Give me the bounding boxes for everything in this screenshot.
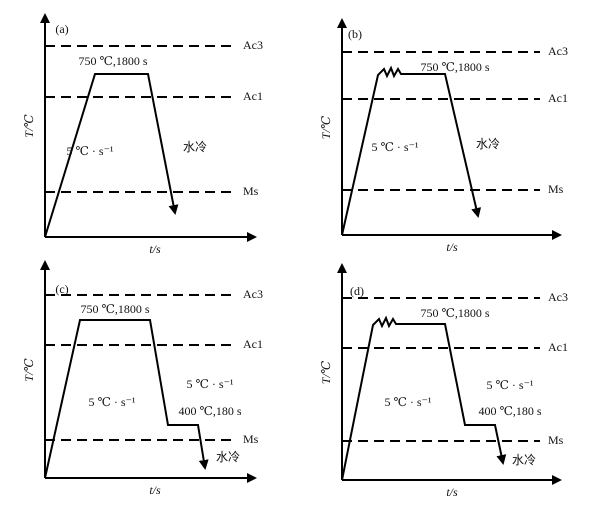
- level-label: Ac1: [243, 337, 263, 351]
- panel-label: (b): [348, 27, 362, 41]
- annotation: 水冷: [183, 140, 207, 154]
- panel-label: (d): [350, 284, 364, 298]
- panel-label: (c): [55, 282, 68, 296]
- annotation: 750 ℃,1800 s: [80, 302, 149, 316]
- y-axis-label: T/℃: [319, 115, 333, 139]
- annotation: 水冷: [216, 450, 240, 464]
- level-label: Ms: [548, 433, 564, 447]
- process-curve: [44, 73, 179, 238]
- x-axis-label: t/s: [149, 483, 161, 497]
- panel-label: (a): [55, 22, 68, 36]
- annotation: 750 ℃,1800 s: [78, 54, 147, 68]
- annotation: 750 ℃,1800 s: [420, 60, 489, 74]
- process-curve: [341, 65, 482, 236]
- annotation: 5 ℃ · s⁻¹: [384, 395, 431, 409]
- level-label: Ac1: [548, 340, 568, 354]
- annotation: 400 ℃,180 s: [478, 404, 541, 418]
- level-label: Ms: [243, 184, 259, 198]
- annotation: 400 ℃,180 s: [178, 404, 241, 418]
- level-label: Ac1: [548, 91, 568, 105]
- annotation: 750 ℃,1800 s: [420, 306, 489, 320]
- level-label: Ms: [243, 432, 259, 446]
- annotation: 5 ℃ · s⁻¹: [88, 395, 135, 409]
- annotation: 水冷: [476, 137, 500, 151]
- x-axis-label: t/s: [446, 240, 458, 254]
- annotation: 水冷: [512, 453, 536, 467]
- level-label: Ac3: [243, 38, 263, 52]
- annotation: 5 ℃ · s⁻¹: [371, 140, 418, 154]
- level-label: Ac3: [243, 287, 263, 301]
- level-label: Ac3: [548, 290, 568, 304]
- y-axis-label: T/℃: [319, 360, 333, 384]
- y-axis-label: T/℃: [22, 114, 36, 138]
- x-axis-label: t/s: [446, 485, 458, 499]
- y-axis-label: T/℃: [22, 358, 36, 382]
- level-label: Ac1: [243, 89, 263, 103]
- process-curve: [341, 315, 507, 481]
- level-label: Ac3: [548, 44, 568, 58]
- annotation: 5 ℃ · s⁻¹: [186, 377, 233, 391]
- annotation: 5 ℃ · s⁻¹: [486, 378, 533, 392]
- level-label: Ms: [548, 182, 564, 196]
- process-curve: [44, 319, 209, 479]
- x-axis-label: t/s: [149, 242, 161, 256]
- annotation: 5 ℃ · s⁻¹: [66, 144, 113, 158]
